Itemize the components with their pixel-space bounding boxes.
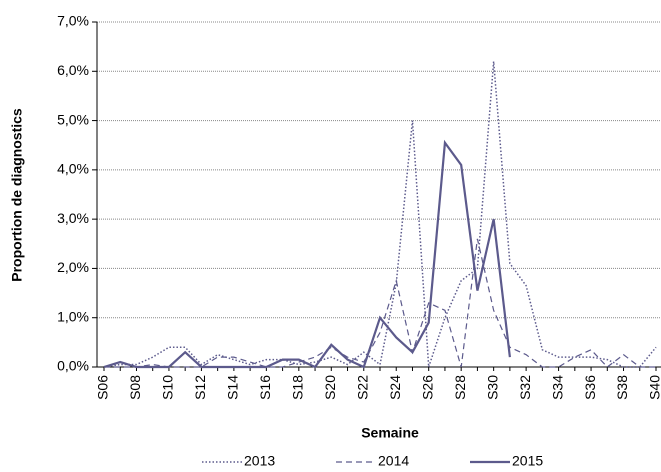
legend-label: 2013 (244, 453, 275, 469)
x-tick-label: S10 (160, 375, 176, 400)
y-tick-label: 1,0% (57, 308, 89, 324)
y-tick-label: 3,0% (57, 210, 89, 226)
x-tick-label: S32 (517, 375, 533, 400)
series-line (103, 61, 657, 368)
y-tick-label: 2,0% (57, 259, 89, 275)
x-tick-label: S22 (354, 375, 370, 400)
series-line (103, 139, 511, 369)
y-tick-label: 4,0% (57, 161, 89, 177)
x-tick-label: S24 (387, 375, 403, 400)
y-tick-label: 7,0% (57, 13, 89, 29)
x-tick-label: S30 (484, 375, 500, 400)
y-tick-label: 0,0% (57, 358, 89, 374)
x-tick-label: S18 (290, 375, 306, 400)
x-tick-label: S36 (582, 375, 598, 400)
x-axis-label: Semaine (361, 425, 419, 441)
y-tick-label: 5,0% (57, 111, 89, 127)
x-tick-label: S12 (192, 375, 208, 400)
x-tick-label: S38 (614, 375, 630, 400)
legend-label: 2015 (512, 453, 543, 469)
x-tick-label: S28 (452, 375, 468, 400)
x-tick-label: S16 (257, 375, 273, 400)
x-tick-label: S40 (647, 375, 661, 400)
x-tick-label: S26 (419, 375, 435, 400)
x-tick-label: S08 (127, 375, 143, 400)
x-tick-label: S34 (549, 375, 565, 400)
x-tick-label: S20 (322, 375, 338, 400)
legend-label: 2014 (378, 453, 409, 469)
y-tick-label: 6,0% (57, 62, 89, 78)
x-tick-label: S06 (95, 375, 111, 400)
x-tick-label: S14 (225, 375, 241, 400)
y-axis-label: Proportion de diagnostics (9, 108, 25, 282)
series-line (104, 238, 656, 368)
